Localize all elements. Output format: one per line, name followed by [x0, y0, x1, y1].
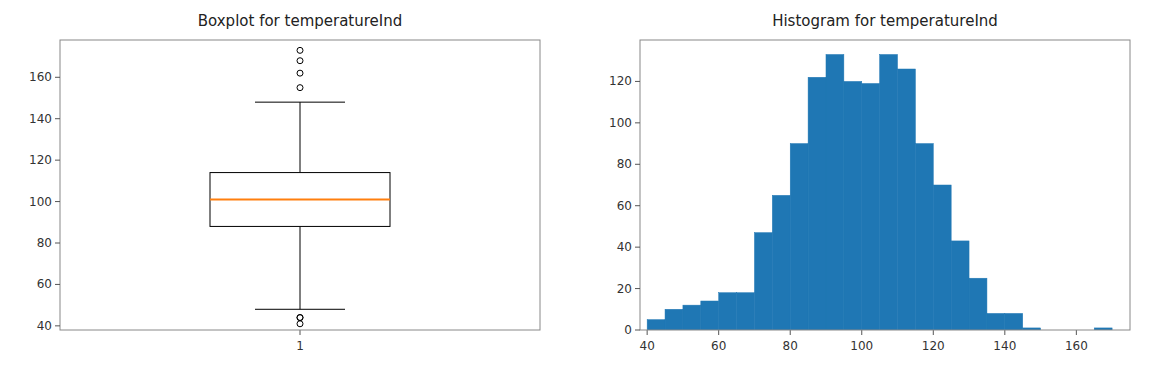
plot-frame	[640, 40, 1130, 330]
hist-bar	[790, 144, 808, 330]
lower-cap	[255, 309, 345, 310]
y-tick-label: 80	[37, 236, 52, 250]
y-tick-label: 40	[37, 319, 52, 333]
y-tick-label: 160	[29, 70, 52, 84]
upper-cap	[255, 102, 345, 103]
outlier	[297, 47, 303, 53]
hist-bar	[737, 293, 755, 330]
x-tick	[1076, 330, 1077, 335]
marks	[210, 47, 390, 326]
x-tick	[647, 330, 648, 335]
y-tick-label: 100	[29, 195, 52, 209]
x-tick-label: 60	[711, 339, 726, 353]
box-panel: 1406080100120140160Boxplot for temperatu…	[29, 12, 540, 353]
hist-bar	[808, 77, 826, 330]
hist-bar	[719, 293, 737, 330]
y-tick	[55, 284, 60, 285]
y-tick-label: 120	[29, 153, 52, 167]
x-tick	[718, 330, 719, 335]
y-tick	[55, 243, 60, 244]
outlier	[297, 315, 303, 321]
outlier	[297, 85, 303, 91]
y-tick	[635, 247, 640, 248]
hist-bar	[665, 309, 683, 330]
lower-whisker	[300, 226, 301, 309]
hist-bar	[898, 69, 916, 330]
y-tick-label: 40	[617, 240, 632, 254]
hist-bar	[683, 305, 701, 330]
y-tick	[55, 325, 60, 326]
chart-title: Histogram for temperatureInd	[772, 12, 998, 30]
y-tick	[635, 330, 640, 331]
x-tick-label: 40	[640, 339, 655, 353]
outlier	[297, 321, 303, 327]
hist-bar	[862, 84, 880, 331]
y-tick	[635, 288, 640, 289]
hist-bar	[969, 278, 987, 330]
median-line	[210, 199, 390, 201]
y-tick-label: 140	[29, 112, 52, 126]
y-tick-label: 60	[37, 277, 52, 291]
x-tick	[861, 330, 862, 335]
hist-bar	[844, 81, 862, 330]
chart-root: 1406080100120140160Boxplot for temperatu…	[0, 0, 1159, 373]
y-tick-label: 80	[617, 157, 632, 171]
x-tick-label: 140	[993, 339, 1016, 353]
y-tick	[55, 118, 60, 119]
y-tick	[635, 81, 640, 82]
x-tick	[300, 330, 301, 335]
outlier	[297, 58, 303, 64]
hist-bar	[933, 185, 951, 330]
y-tick-label: 120	[609, 74, 632, 88]
hist-bar	[647, 320, 665, 330]
hist-bar	[987, 313, 1005, 330]
x-tick-label: 160	[1065, 339, 1088, 353]
hist-bar	[826, 55, 844, 331]
outlier	[297, 315, 303, 321]
y-tick-label: 100	[609, 116, 632, 130]
histogram-panel: 40 60 80 100 120 140 160 0 20 40 60 80 100 120 Histogr…	[609, 12, 1130, 353]
hist-bar	[1005, 313, 1023, 330]
upper-whisker	[300, 102, 301, 172]
outlier	[297, 70, 303, 76]
x-tick	[933, 330, 934, 335]
plot-frame	[60, 40, 540, 330]
marks	[647, 55, 1112, 331]
hist-bar	[915, 144, 933, 330]
x-tick-label: 100	[850, 339, 873, 353]
y-tick	[55, 201, 60, 202]
y-tick	[55, 160, 60, 161]
y-tick	[55, 77, 60, 78]
x-tick-label: 80	[783, 339, 798, 353]
hist-bar	[880, 55, 898, 331]
x-tick	[790, 330, 791, 335]
box	[210, 173, 390, 227]
chart-title: Boxplot for temperatureInd	[198, 12, 403, 30]
hist-bar	[772, 195, 790, 330]
x-tick-label: 1	[296, 339, 304, 353]
hist-bar	[754, 233, 772, 330]
y-tick-label: 20	[617, 282, 632, 296]
y-tick	[635, 122, 640, 123]
x-tick-label: 120	[922, 339, 945, 353]
x-tick	[1004, 330, 1005, 335]
y-tick-label: 60	[617, 199, 632, 213]
hist-bar	[951, 241, 969, 330]
hist-bar	[701, 301, 719, 330]
y-tick	[635, 205, 640, 206]
y-tick-label: 0	[624, 323, 632, 337]
y-tick	[635, 164, 640, 165]
